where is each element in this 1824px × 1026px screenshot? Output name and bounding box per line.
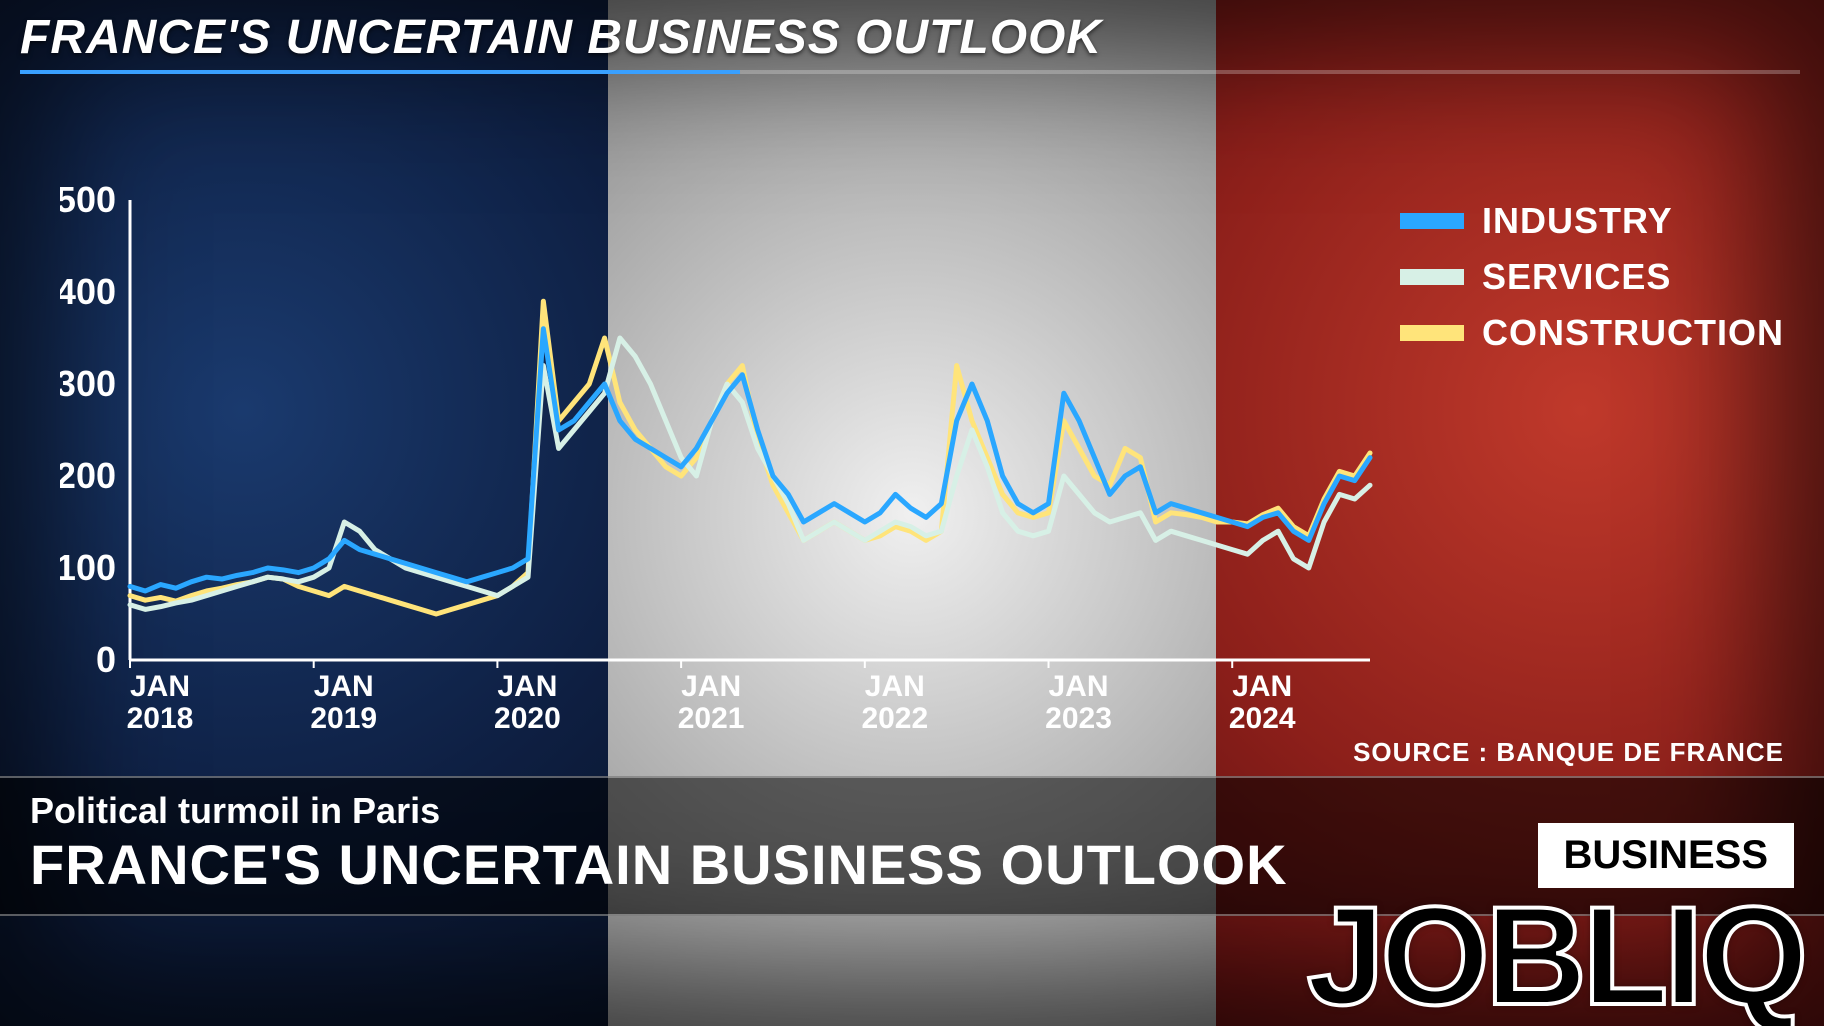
page-title: FRANCE'S UNCERTAIN BUSINESS OUTLOOK [20,10,1102,65]
svg-text:200: 200 [60,455,116,496]
lower-third-kicker: Political turmoil in Paris [30,790,1794,832]
svg-text:2021: 2021 [678,702,745,735]
legend-row: INDUSTRY [1400,200,1784,242]
svg-text:2023: 2023 [1045,702,1112,735]
legend-label: CONSTRUCTION [1482,312,1784,354]
title-underline [20,70,1800,74]
svg-text:500: 500 [60,180,116,220]
svg-text:2019: 2019 [310,702,377,735]
legend-swatch [1400,213,1464,229]
svg-text:2020: 2020 [494,702,561,735]
svg-text:JAN: JAN [497,670,557,703]
svg-text:JAN: JAN [314,670,374,703]
svg-text:JAN: JAN [865,670,925,703]
svg-text:300: 300 [60,363,116,404]
legend-label: INDUSTRY [1482,200,1673,242]
svg-text:JAN: JAN [130,670,190,703]
legend-row: CONSTRUCTION [1400,312,1784,354]
brand-wordmark: JOBLIQ [1307,886,1804,1026]
svg-text:100: 100 [60,547,116,588]
legend-swatch [1400,325,1464,341]
legend-swatch [1400,269,1464,285]
line-chart: 0100200300400500JAN2018JAN2019JAN2020JAN… [60,180,1450,820]
legend-row: SERVICES [1400,256,1784,298]
source-label: SOURCE : BANQUE DE FRANCE [1353,737,1784,768]
svg-text:2022: 2022 [861,702,928,735]
stage: FRANCE'S UNCERTAIN BUSINESS OUTLOOK 0 100… [0,0,1824,1026]
svg-text:400: 400 [60,271,116,312]
svg-text:0: 0 [96,639,116,680]
svg-text:JAN: JAN [1049,670,1109,703]
chart-legend: INDUSTRY SERVICES CONSTRUCTION [1400,200,1784,368]
svg-text:JAN: JAN [1232,670,1292,703]
svg-text:2018: 2018 [127,702,194,735]
svg-text:2024: 2024 [1229,702,1296,735]
legend-label: SERVICES [1482,256,1671,298]
svg-text:JAN: JAN [681,670,741,703]
